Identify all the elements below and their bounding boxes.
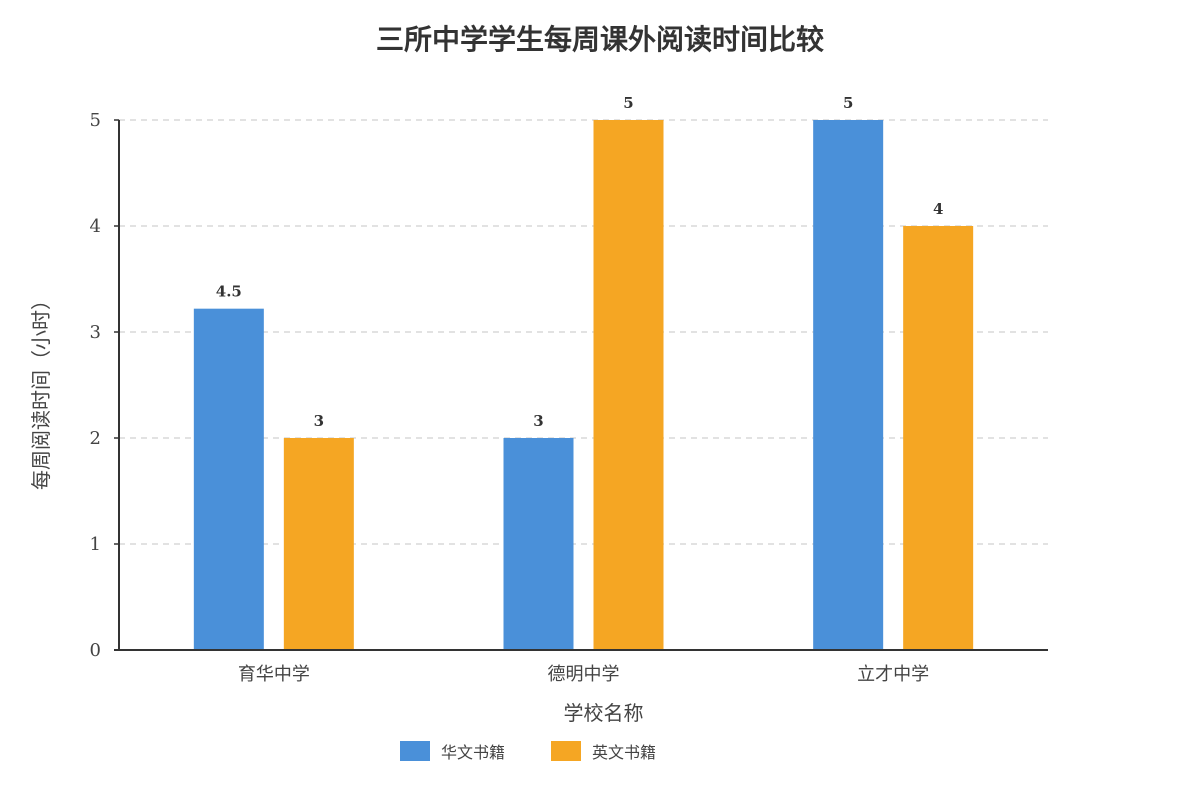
- grid-lines: [119, 119, 1048, 545]
- legend-label-english-books: 英文书籍: [592, 743, 657, 762]
- axes: [114, 119, 1048, 651]
- y-tick-label: 1: [90, 534, 101, 555]
- bar[interactable]: [903, 226, 974, 650]
- bar-value-label: 3: [314, 412, 324, 430]
- x-tick-label: 德明中学: [548, 664, 620, 685]
- x-axis-title: 学校名称: [564, 701, 644, 725]
- y-axis-title: 每周阅读时间（小时）: [29, 290, 53, 490]
- bar-value-label: 3: [533, 412, 543, 430]
- bar-value-label: 5: [623, 94, 633, 112]
- y-tick-label: 0: [90, 640, 101, 661]
- bar-value-label: 4: [933, 200, 943, 218]
- y-tick-label: 3: [90, 322, 101, 343]
- bar[interactable]: [503, 438, 574, 650]
- bars: [193, 120, 974, 650]
- bar-value-label: 4.5: [216, 283, 242, 301]
- chart-title: 三所中学学生每周课外阅读时间比较: [375, 23, 824, 56]
- legend-swatch-chinese-books: [400, 741, 430, 761]
- legend-label-chinese-books: 华文书籍: [441, 743, 506, 762]
- legend-swatch-english-books: [551, 741, 582, 761]
- legend: 华文书籍 英文书籍: [400, 739, 702, 763]
- x-tick-label: 育华中学: [238, 664, 310, 685]
- y-tick-label: 2: [90, 428, 101, 449]
- bar[interactable]: [283, 438, 354, 650]
- bar[interactable]: [193, 308, 264, 650]
- y-tick-label: 4: [90, 216, 101, 237]
- bar-value-label: 5: [843, 94, 853, 112]
- bar[interactable]: [813, 120, 884, 650]
- legend-item-english-books[interactable]: 英文书籍: [551, 739, 656, 763]
- legend-item-chinese-books[interactable]: 华文书籍: [400, 739, 505, 763]
- x-tick-label: 立才中学: [857, 664, 929, 685]
- bar[interactable]: [593, 120, 664, 650]
- y-tick-label: 5: [90, 110, 101, 131]
